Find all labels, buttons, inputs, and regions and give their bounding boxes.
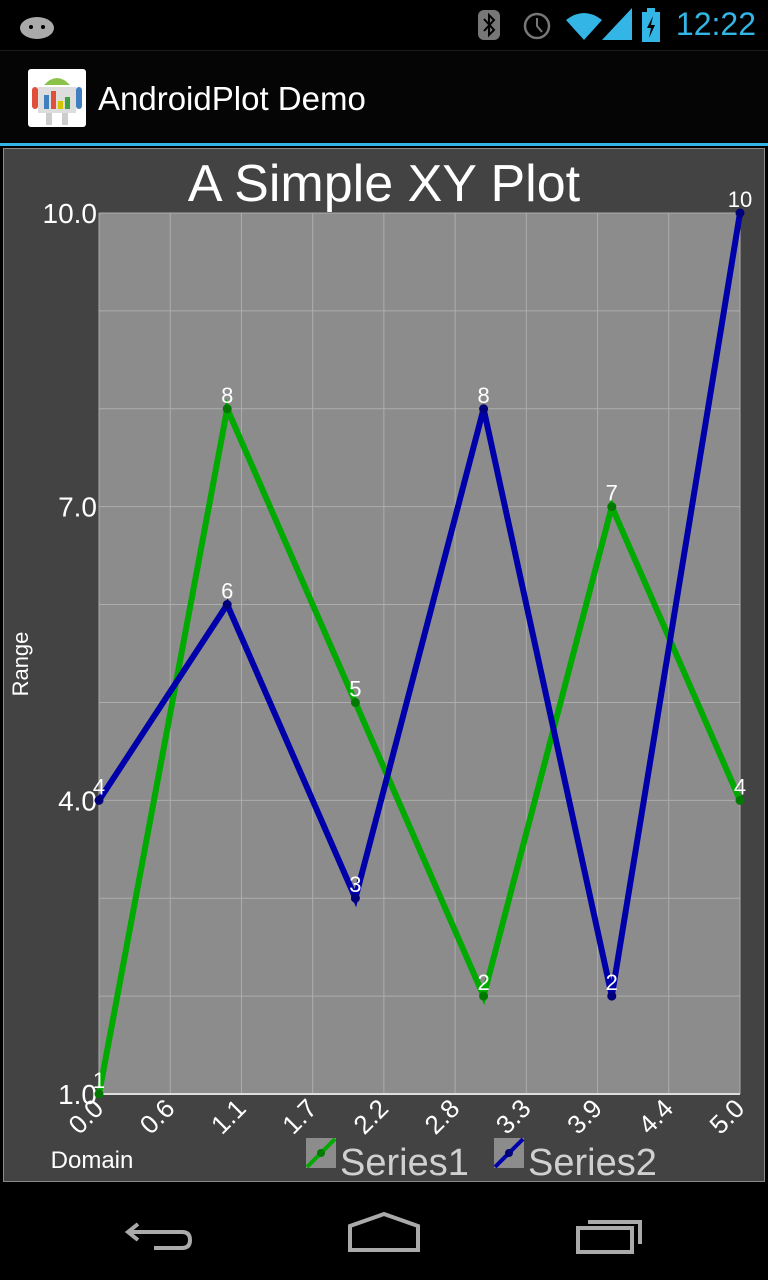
legend-label-series2: Series2 (528, 1142, 657, 1181)
back-icon[interactable] (124, 1214, 196, 1254)
alarm-icon (523, 12, 551, 40)
data-point (222, 600, 232, 610)
point-label: 10 (728, 187, 752, 212)
nav-bar (0, 1184, 768, 1280)
range-axis-label: Range (8, 632, 33, 697)
data-point (735, 795, 745, 805)
point-label: 8 (477, 383, 489, 408)
range-tick-label: 4.0 (58, 785, 97, 816)
data-point (222, 404, 232, 414)
domain-tick-label: 4.4 (632, 1093, 679, 1140)
recents-icon[interactable] (574, 1214, 646, 1256)
data-point (607, 502, 617, 512)
domain-tick-label: 0.6 (134, 1093, 181, 1140)
data-point (479, 404, 489, 414)
domain-tick-label: 5.0 (703, 1093, 750, 1140)
point-label: 6 (221, 579, 233, 604)
domain-axis-label: Domain (51, 1147, 134, 1174)
data-point (94, 795, 104, 805)
androidplot-app-icon[interactable] (28, 69, 86, 127)
legend-label-series1: Series1 (340, 1142, 469, 1181)
data-point (350, 893, 360, 903)
app-title: AndroidPlot Demo (98, 80, 366, 117)
action-bar-divider (0, 143, 768, 146)
domain-tick-label: 2.8 (419, 1093, 466, 1140)
domain-tick-label: 1.7 (276, 1093, 323, 1140)
domain-tick-label: 3.9 (561, 1093, 608, 1140)
data-point (350, 697, 360, 707)
point-label: 7 (606, 481, 618, 506)
point-label: 1 (93, 1068, 105, 1093)
clock: 12:22 (675, 6, 756, 42)
point-label: 4 (93, 774, 105, 799)
wifi-icon (566, 13, 602, 40)
bluetooth-icon (478, 10, 500, 40)
point-label: 8 (221, 383, 233, 408)
data-point (479, 991, 489, 1001)
range-tick-label: 10.0 (43, 198, 98, 229)
domain-tick-label: 2.2 (347, 1093, 394, 1140)
chart-title: A Simple XY Plot (188, 155, 581, 213)
xy-plot: 0.0 0.6 1.1 1.7 2.2 2.8 3.3 3.9 4.4 5.01.04.07.01… (8, 155, 752, 1184)
android-debug-icon (20, 17, 54, 39)
series-line-series2 (96, 212, 743, 997)
legend-point (317, 1149, 325, 1157)
status-bar: 12:22 (0, 0, 768, 51)
data-point (94, 1089, 104, 1099)
range-tick-label: 7.0 (58, 492, 97, 523)
range-tick-label: 1.0 (58, 1079, 97, 1110)
battery-charging-icon (642, 8, 660, 42)
series-line-series1 (96, 398, 743, 1095)
action-bar (0, 51, 768, 143)
xy-plot-widget: 0.0 0.6 1.1 1.7 2.2 2.8 3.3 3.9 4.4 5.0 1.0 4.0 7.0 1… (3, 148, 765, 1184)
signal-icon (602, 8, 632, 40)
point-label: 3 (349, 872, 361, 897)
point-label: 2 (477, 970, 489, 995)
legend-point (505, 1149, 513, 1157)
home-icon[interactable] (346, 1212, 422, 1254)
domain-tick-label: 3.3 (490, 1093, 537, 1140)
data-point (735, 208, 745, 218)
point-label: 4 (734, 774, 746, 799)
data-point (607, 991, 617, 1001)
domain-tick-label: 1.1 (205, 1093, 252, 1140)
point-label: 5 (349, 676, 361, 701)
point-label: 2 (606, 970, 618, 995)
